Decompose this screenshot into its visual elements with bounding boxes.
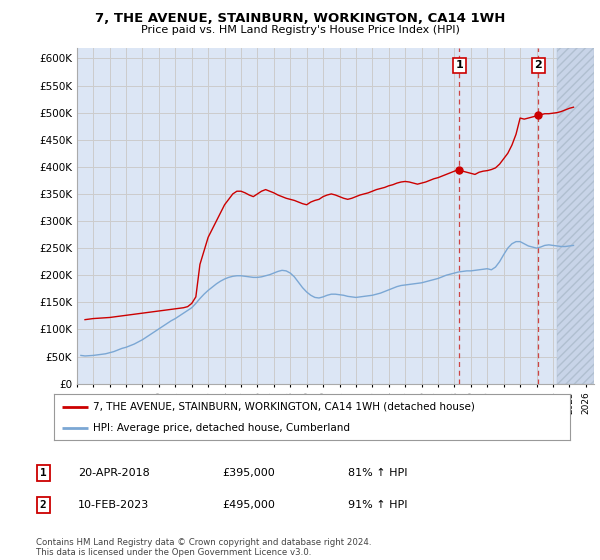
Text: 1: 1: [40, 468, 47, 478]
Text: HPI: Average price, detached house, Cumberland: HPI: Average price, detached house, Cumb…: [92, 423, 350, 433]
Text: 2: 2: [535, 60, 542, 71]
Text: 81% ↑ HPI: 81% ↑ HPI: [348, 468, 407, 478]
Text: 2: 2: [40, 500, 47, 510]
Bar: [557, 48, 594, 384]
Text: Price paid vs. HM Land Registry's House Price Index (HPI): Price paid vs. HM Land Registry's House …: [140, 25, 460, 35]
Text: 7, THE AVENUE, STAINBURN, WORKINGTON, CA14 1WH (detached house): 7, THE AVENUE, STAINBURN, WORKINGTON, CA…: [92, 402, 475, 412]
Text: 7, THE AVENUE, STAINBURN, WORKINGTON, CA14 1WH: 7, THE AVENUE, STAINBURN, WORKINGTON, CA…: [95, 12, 505, 25]
Text: 10-FEB-2023: 10-FEB-2023: [78, 500, 149, 510]
Text: 91% ↑ HPI: 91% ↑ HPI: [348, 500, 407, 510]
Text: £395,000: £395,000: [222, 468, 275, 478]
Text: 20-APR-2018: 20-APR-2018: [78, 468, 150, 478]
Text: £495,000: £495,000: [222, 500, 275, 510]
Text: 1: 1: [455, 60, 463, 71]
Text: Contains HM Land Registry data © Crown copyright and database right 2024.
This d: Contains HM Land Registry data © Crown c…: [36, 538, 371, 557]
